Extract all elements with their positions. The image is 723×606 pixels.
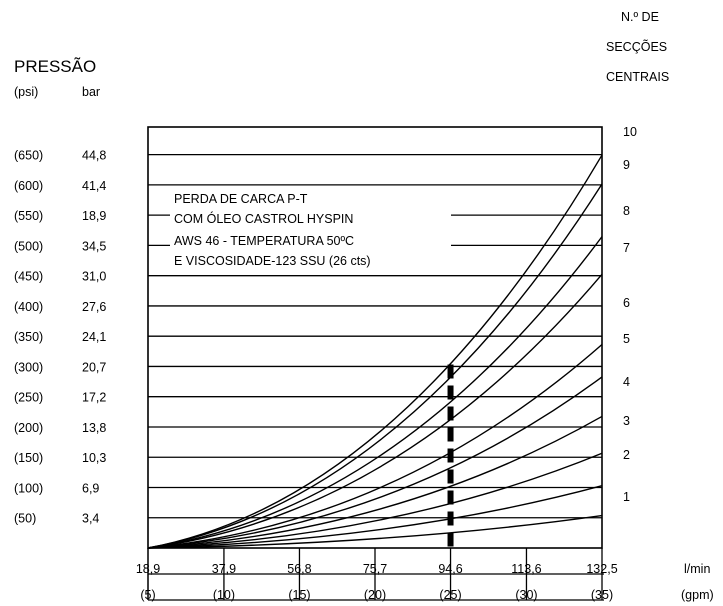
series-label-8: 8 — [623, 204, 630, 218]
y-tick-psi: (250) — [14, 391, 43, 405]
series-curve-10 — [147, 154, 603, 549]
y-tick-psi: (450) — [14, 270, 43, 284]
plot-frame — [147, 126, 603, 549]
grid-lines — [147, 153, 604, 601]
series-curve-9 — [147, 183, 603, 549]
y-tick-psi: (500) — [14, 239, 43, 253]
x-unit-gpm: (gpm) — [681, 588, 714, 602]
series-label-6: 6 — [623, 296, 630, 310]
series-label-4: 4 — [623, 375, 630, 389]
y-tick-bar: 31,0 — [82, 270, 106, 284]
x-tick-labels: 18,9 (5) 37,9 (10) 56,8 (15) 75,7 (20) 94,6 (25) 1… — [136, 562, 618, 602]
series-curve-3 — [147, 452, 603, 549]
x-tick-lmin: 56,8 — [287, 562, 311, 576]
series-label-10: 10 — [623, 125, 637, 139]
series-label-title-2: SECÇÕES — [606, 39, 667, 54]
x-tick-lmin: 18,9 — [136, 562, 160, 576]
y-tick-bar: 6,9 — [82, 481, 99, 495]
y-tick-psi: (200) — [14, 421, 43, 435]
y-tick-bar: 34,5 — [82, 239, 106, 253]
bar-unit-label: bar — [82, 85, 100, 99]
series-curve-5 — [147, 376, 603, 549]
y-tick-psi: (400) — [14, 300, 43, 314]
x-tick-lmin: 37,9 — [212, 562, 236, 576]
y-tick-bar: 3,4 — [82, 512, 99, 526]
series-labels: 1 2 3 4 5 6 7 8 9 10 — [623, 125, 637, 504]
series-label-5: 5 — [623, 332, 630, 346]
y-tick-psi: (50) — [14, 512, 36, 526]
y-tick-bar: 44,8 — [82, 149, 106, 163]
psi-unit-label: (psi) — [14, 85, 38, 99]
y-tick-psi: (300) — [14, 360, 43, 374]
annotation-line-2: COM ÓLEO CASTROL HYSPIN — [174, 211, 353, 226]
y-tick-bar: 13,8 — [82, 421, 106, 435]
y-tick-psi: (600) — [14, 179, 43, 193]
x-tick-gpm: (25) — [439, 588, 461, 602]
y-tick-psi: (650) — [14, 149, 43, 163]
curves — [147, 154, 603, 549]
series-curve-2 — [147, 485, 603, 549]
series-curve-1 — [147, 514, 603, 549]
y-tick-bar: 10,3 — [82, 451, 106, 465]
x-tick-gpm: (10) — [213, 588, 235, 602]
series-curve-8 — [147, 236, 603, 549]
x-unit-lmin: l/min — [684, 562, 710, 576]
series-curve-4 — [147, 415, 603, 549]
x-tick-lmin: 132,5 — [586, 562, 617, 576]
series-label-2: 2 — [623, 448, 630, 462]
annotation-line-1: PERDA DE CARCA P-T — [174, 192, 308, 206]
annotation-box — [170, 190, 451, 270]
series-curve-6 — [147, 343, 603, 549]
annotation-line-4: E VISCOSIDADE-123 SSU (26 cts) — [174, 254, 371, 268]
y-tick-bar: 18,9 — [82, 209, 106, 223]
series-label-7: 7 — [623, 241, 630, 255]
x-tick-lmin: 94,6 — [438, 562, 462, 576]
y-tick-psi: (550) — [14, 209, 43, 223]
y-tick-bar: 41,4 — [82, 179, 106, 193]
y-tick-bar: 24,1 — [82, 330, 106, 344]
x-tick-gpm: (35) — [591, 588, 613, 602]
series-label-title-3: CENTRAIS — [606, 70, 669, 84]
series-label-title-1: N.º DE — [621, 10, 659, 24]
x-tick-gpm: (5) — [140, 588, 155, 602]
x-tick-gpm: (20) — [364, 588, 386, 602]
y-tick-psi: (100) — [14, 481, 43, 495]
annotation-line-3: AWS 46 - TEMPERATURA 50ºC — [174, 234, 354, 248]
series-label-9: 9 — [623, 158, 630, 172]
y-tick-bar: 17,2 — [82, 391, 106, 405]
chart-title: PRESSÃO — [14, 57, 96, 76]
series-label-3: 3 — [623, 414, 630, 428]
y-tick-labels: (650) 44,8 (600) 41,4 (550) 18,9 (500) 34,5 (450… — [14, 149, 106, 526]
y-tick-psi: (350) — [14, 330, 43, 344]
x-tick-gpm: (15) — [288, 588, 310, 602]
x-tick-lmin: 75,7 — [363, 562, 387, 576]
y-tick-psi: (150) — [14, 451, 43, 465]
series-curve-7 — [147, 273, 603, 549]
x-tick-gpm: (30) — [515, 588, 537, 602]
y-tick-bar: 27,6 — [82, 300, 106, 314]
y-tick-bar: 20,7 — [82, 360, 106, 374]
series-label-1: 1 — [623, 490, 630, 504]
x-tick-lmin: 113,6 — [511, 562, 541, 576]
